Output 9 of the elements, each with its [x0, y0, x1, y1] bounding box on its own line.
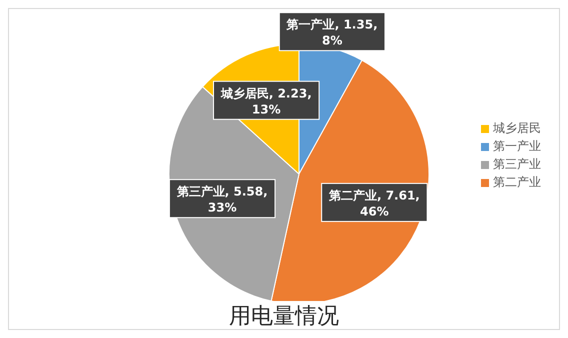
legend-label: 城乡居民: [493, 121, 541, 135]
data-label: 第一产业, 1.35, 8%: [286, 18, 378, 48]
text: 用电量情况: [228, 303, 340, 331]
legend-label: 第二产业: [493, 175, 541, 189]
legend-label: 第三产业: [493, 157, 541, 171]
data-label: 城乡居民, 2.23, 13%: [220, 86, 312, 116]
legend-label: 第一产业: [493, 139, 541, 153]
data-label: 第二产业, 7.61, 46%: [328, 188, 420, 218]
data-label: 第三产业, 5.58, 33%: [176, 184, 268, 215]
